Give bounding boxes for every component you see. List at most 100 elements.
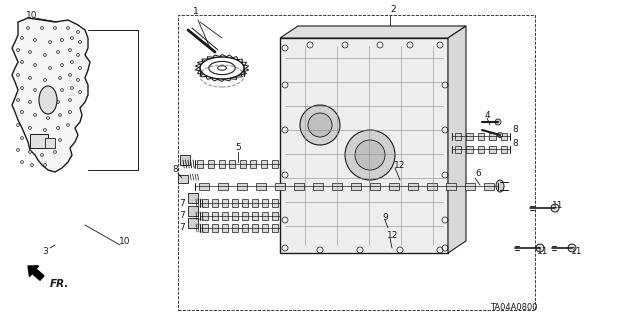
Ellipse shape bbox=[496, 180, 504, 192]
Circle shape bbox=[44, 54, 47, 56]
Bar bbox=[242, 224, 248, 232]
Circle shape bbox=[61, 63, 63, 66]
Bar bbox=[262, 224, 268, 232]
Circle shape bbox=[33, 63, 36, 66]
Bar bbox=[427, 182, 436, 189]
Circle shape bbox=[61, 88, 63, 92]
Bar bbox=[389, 182, 399, 189]
Bar bbox=[466, 145, 472, 152]
Bar bbox=[218, 182, 228, 189]
Circle shape bbox=[70, 61, 74, 63]
Polygon shape bbox=[448, 26, 466, 253]
Circle shape bbox=[68, 73, 72, 77]
Bar bbox=[197, 160, 204, 168]
Text: 10: 10 bbox=[119, 238, 131, 247]
Bar bbox=[237, 182, 247, 189]
Bar bbox=[501, 132, 508, 139]
Bar bbox=[212, 224, 218, 232]
Polygon shape bbox=[280, 26, 466, 38]
Circle shape bbox=[20, 110, 24, 114]
Text: 11: 11 bbox=[572, 248, 583, 256]
Circle shape bbox=[17, 123, 19, 127]
Circle shape bbox=[79, 66, 81, 70]
Circle shape bbox=[44, 164, 47, 167]
Bar bbox=[208, 160, 214, 168]
Circle shape bbox=[47, 91, 49, 93]
Text: 7: 7 bbox=[179, 211, 185, 220]
Text: 5: 5 bbox=[235, 144, 241, 152]
Circle shape bbox=[47, 140, 49, 144]
Bar bbox=[178, 175, 188, 183]
Bar bbox=[212, 212, 218, 220]
Circle shape bbox=[44, 129, 47, 131]
Circle shape bbox=[44, 78, 47, 81]
Circle shape bbox=[40, 153, 44, 157]
Bar bbox=[242, 199, 248, 207]
Circle shape bbox=[26, 26, 29, 29]
Bar bbox=[222, 212, 228, 220]
Circle shape bbox=[20, 160, 24, 164]
Text: 7: 7 bbox=[179, 224, 185, 233]
Circle shape bbox=[58, 77, 61, 79]
Circle shape bbox=[29, 151, 31, 153]
Bar bbox=[275, 182, 285, 189]
Circle shape bbox=[68, 99, 72, 101]
Circle shape bbox=[497, 132, 502, 137]
Text: 10: 10 bbox=[26, 11, 38, 19]
Bar bbox=[272, 224, 278, 232]
Text: 8: 8 bbox=[172, 166, 178, 174]
Circle shape bbox=[79, 41, 81, 43]
Text: 7: 7 bbox=[179, 198, 185, 207]
FancyArrow shape bbox=[28, 266, 44, 280]
Bar bbox=[229, 160, 235, 168]
Text: 12: 12 bbox=[387, 231, 399, 240]
Circle shape bbox=[20, 36, 24, 40]
Circle shape bbox=[31, 164, 33, 167]
Circle shape bbox=[495, 119, 501, 125]
Circle shape bbox=[308, 113, 332, 137]
Bar bbox=[465, 182, 475, 189]
Circle shape bbox=[79, 91, 81, 93]
Circle shape bbox=[568, 244, 576, 252]
Circle shape bbox=[68, 48, 72, 51]
Bar bbox=[272, 160, 278, 168]
Circle shape bbox=[20, 61, 24, 63]
Bar bbox=[351, 182, 361, 189]
Bar bbox=[188, 218, 198, 228]
Circle shape bbox=[58, 114, 61, 116]
Bar bbox=[202, 224, 208, 232]
Circle shape bbox=[70, 86, 74, 90]
Bar bbox=[180, 155, 190, 165]
Circle shape bbox=[29, 127, 31, 130]
Circle shape bbox=[56, 50, 60, 54]
Bar bbox=[252, 224, 258, 232]
Bar bbox=[490, 145, 496, 152]
Circle shape bbox=[17, 99, 19, 101]
Ellipse shape bbox=[39, 86, 57, 114]
Circle shape bbox=[70, 36, 74, 40]
Text: 3: 3 bbox=[42, 248, 48, 256]
Bar bbox=[445, 182, 456, 189]
Bar bbox=[408, 182, 418, 189]
Circle shape bbox=[49, 66, 51, 70]
Text: 11: 11 bbox=[552, 201, 564, 210]
Circle shape bbox=[67, 123, 70, 127]
Bar bbox=[222, 224, 228, 232]
Bar bbox=[252, 199, 258, 207]
Bar bbox=[202, 212, 208, 220]
Circle shape bbox=[33, 138, 36, 142]
Bar bbox=[202, 199, 208, 207]
Circle shape bbox=[67, 26, 70, 29]
Circle shape bbox=[54, 26, 56, 29]
Bar bbox=[256, 182, 266, 189]
Text: 4: 4 bbox=[484, 110, 490, 120]
Circle shape bbox=[44, 103, 47, 107]
Bar bbox=[454, 132, 461, 139]
Circle shape bbox=[77, 78, 79, 81]
Bar bbox=[501, 145, 508, 152]
Circle shape bbox=[33, 114, 36, 116]
Bar bbox=[45, 138, 55, 148]
Circle shape bbox=[20, 86, 24, 90]
Bar bbox=[30, 134, 48, 148]
Bar bbox=[478, 145, 484, 152]
